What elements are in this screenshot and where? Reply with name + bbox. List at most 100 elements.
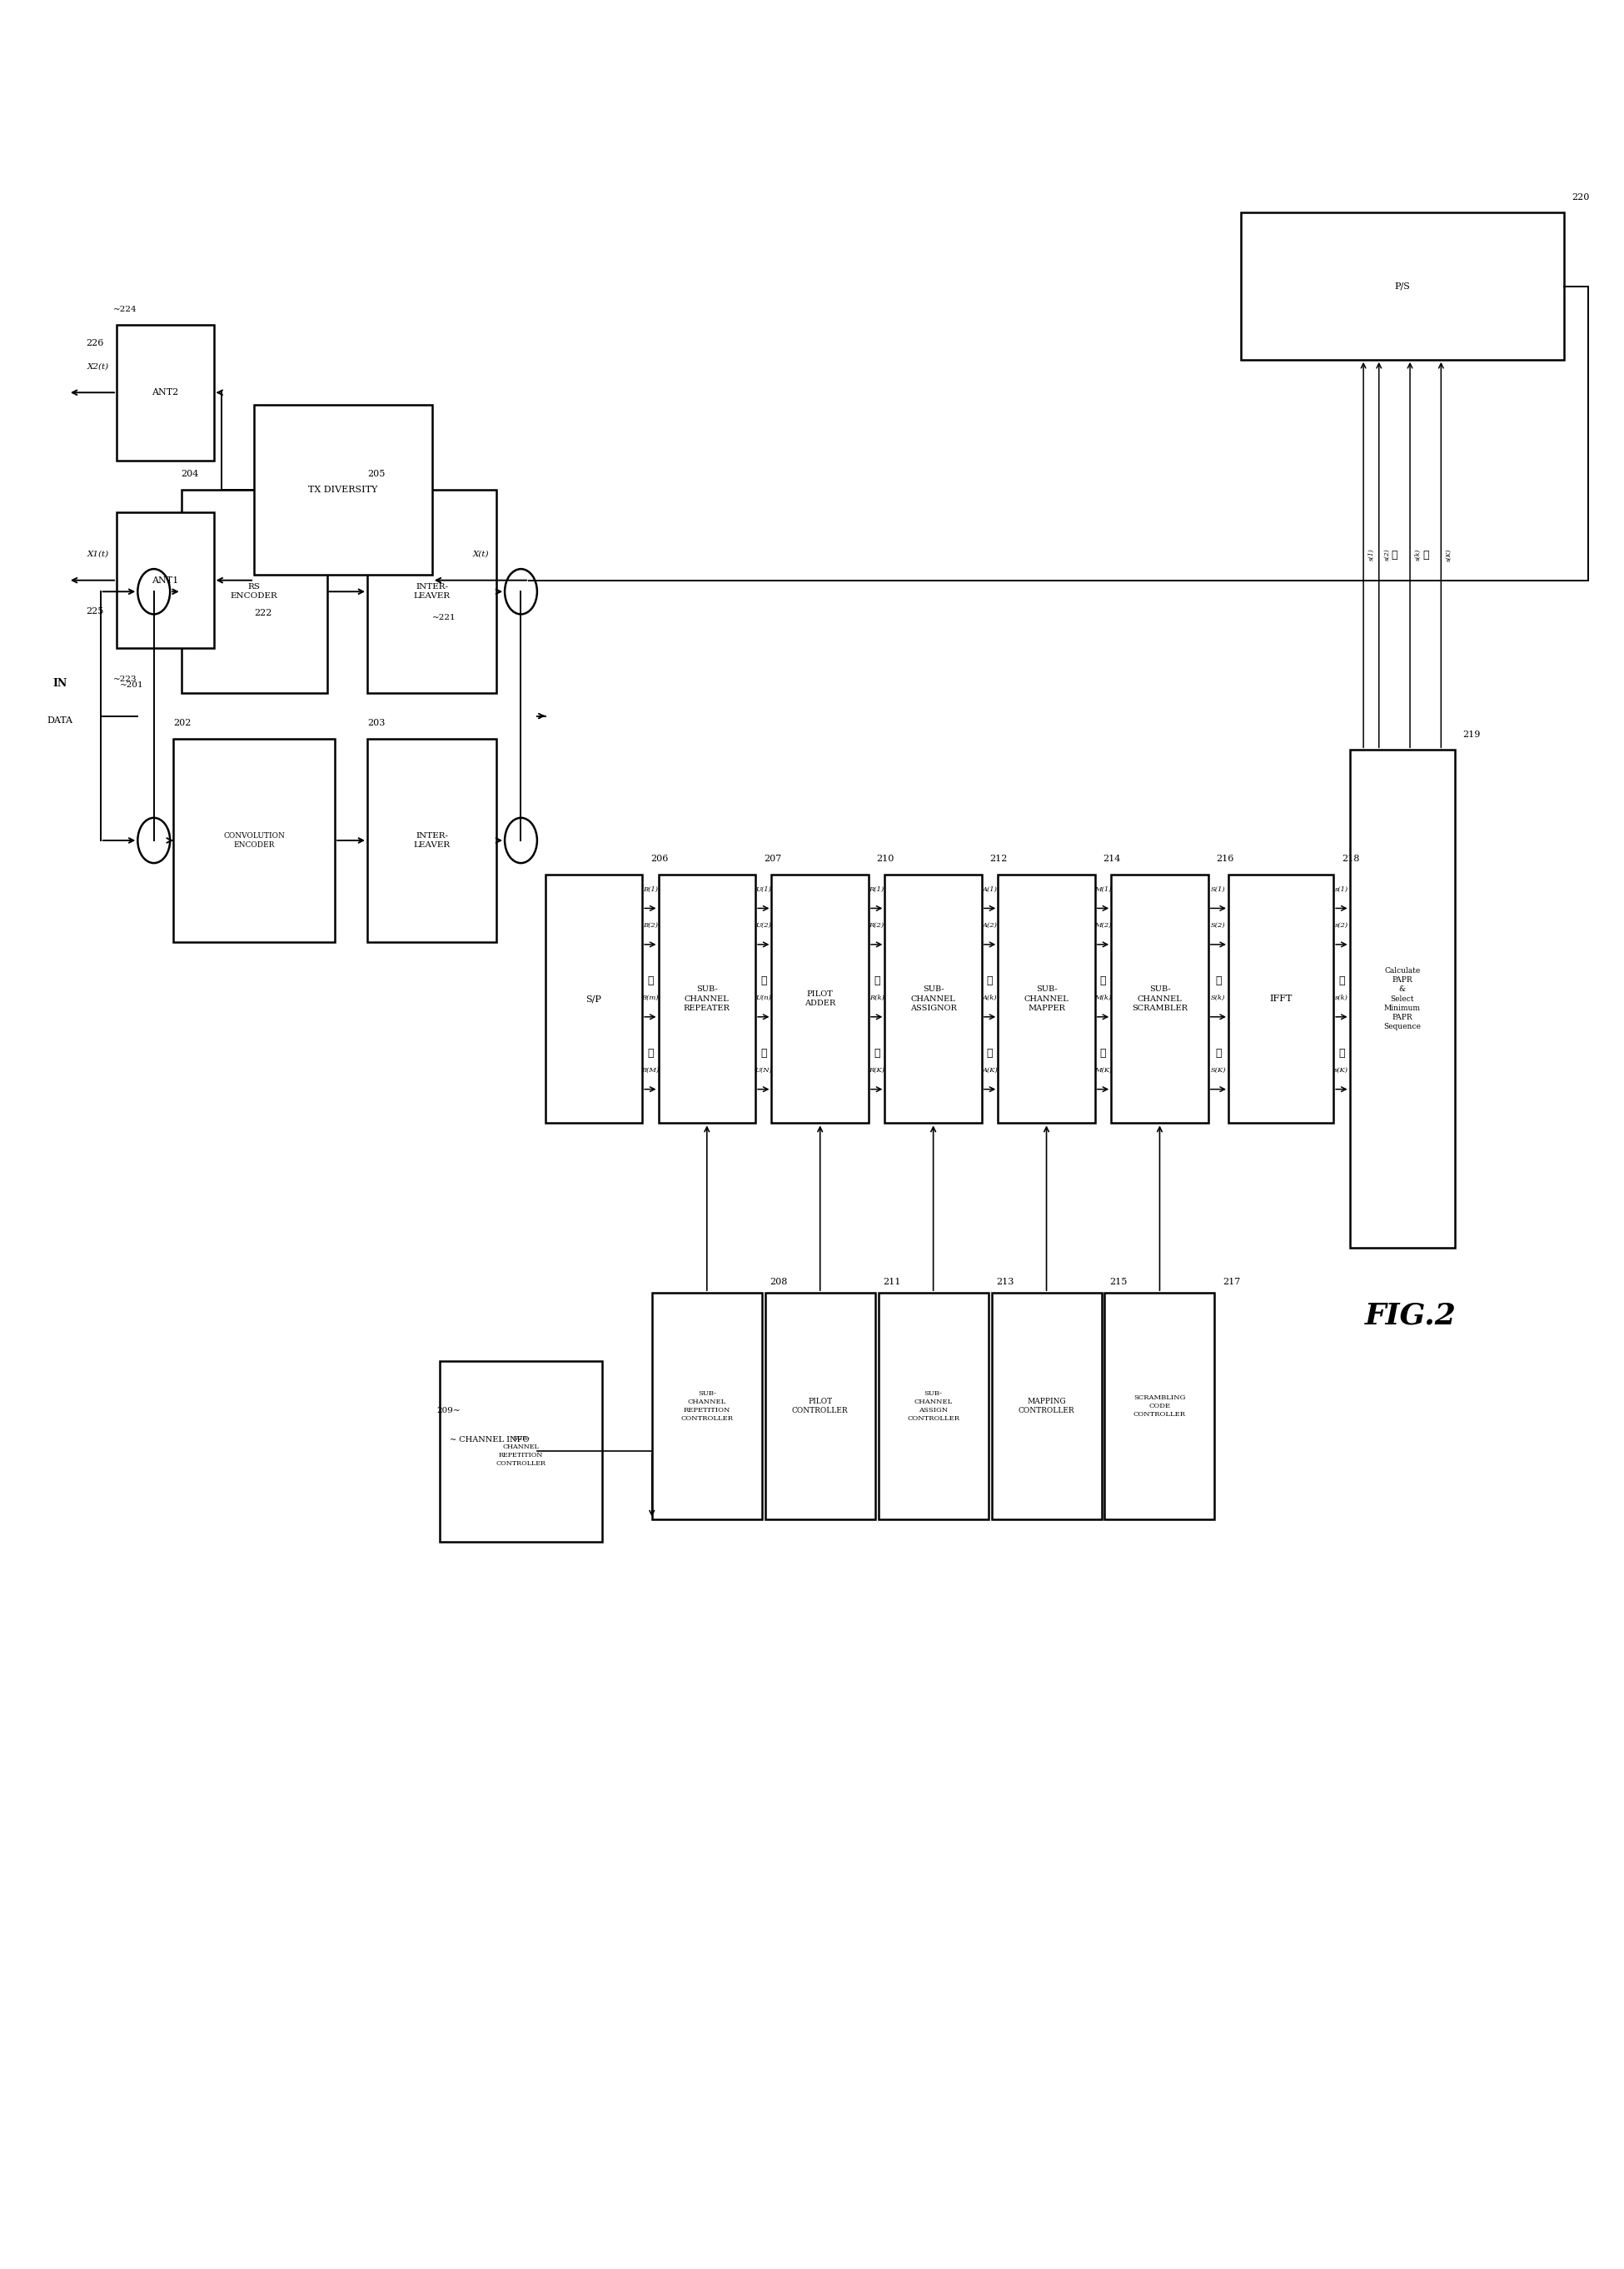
Text: s(2): s(2) <box>1335 921 1348 928</box>
Text: M(1): M(1) <box>1095 885 1111 892</box>
Text: INTER-
LEAVER: INTER- LEAVER <box>414 583 450 599</box>
Text: ⋮: ⋮ <box>1338 1048 1345 1057</box>
Text: ⋮: ⋮ <box>648 976 653 987</box>
Text: 203: 203 <box>367 719 385 728</box>
Bar <box>1228 874 1333 1123</box>
Text: ⋮: ⋮ <box>1423 549 1429 560</box>
Text: ⋮: ⋮ <box>1215 1048 1221 1057</box>
Bar <box>885 874 983 1123</box>
Text: R(2): R(2) <box>869 921 883 928</box>
Text: S(K): S(K) <box>1210 1066 1226 1073</box>
Text: s(1): s(1) <box>1369 549 1376 560</box>
Text: A(2): A(2) <box>983 921 997 928</box>
Text: B(2): B(2) <box>643 921 658 928</box>
Text: U(n): U(n) <box>755 994 771 1001</box>
Text: MAPPING
CONTROLLER: MAPPING CONTROLLER <box>1018 1398 1075 1414</box>
Text: 211: 211 <box>883 1277 901 1287</box>
Text: 219: 219 <box>1463 731 1481 740</box>
Text: 210: 210 <box>877 855 895 862</box>
Text: 206: 206 <box>650 855 667 862</box>
Text: R(k): R(k) <box>869 994 883 1001</box>
Text: SUB-
CHANNEL
SCRAMBLER: SUB- CHANNEL SCRAMBLER <box>1132 985 1187 1012</box>
Text: ANT2: ANT2 <box>151 388 179 397</box>
Text: ⋮: ⋮ <box>1392 549 1398 560</box>
Text: 220: 220 <box>1572 193 1590 202</box>
Bar <box>182 490 326 694</box>
Text: 217: 217 <box>1223 1277 1241 1287</box>
Text: S(1): S(1) <box>1212 885 1226 892</box>
Text: X1(t): X1(t) <box>86 549 109 558</box>
Text: ⋮: ⋮ <box>760 1048 767 1057</box>
Text: A(K): A(K) <box>983 1066 997 1073</box>
Text: FIG.2: FIG.2 <box>1364 1302 1457 1330</box>
Text: U(N): U(N) <box>755 1066 771 1073</box>
Text: ⋮: ⋮ <box>648 1048 653 1057</box>
Text: IN: IN <box>54 678 67 690</box>
Bar <box>1241 213 1564 361</box>
Text: s(2): s(2) <box>1384 549 1390 560</box>
Text: ⋮: ⋮ <box>760 976 767 987</box>
Text: s(K): s(K) <box>1445 549 1452 560</box>
Text: S/P: S/P <box>586 994 601 1003</box>
Text: INTER-
LEAVER: INTER- LEAVER <box>414 833 450 849</box>
Text: 216: 216 <box>1216 855 1234 862</box>
Text: B(M): B(M) <box>641 1066 659 1073</box>
Text: 207: 207 <box>763 855 781 862</box>
Bar <box>765 1293 875 1518</box>
Text: 209~: 209~ <box>437 1407 461 1414</box>
Text: ⋮: ⋮ <box>874 976 880 987</box>
Text: 212: 212 <box>991 855 1007 862</box>
Text: 214: 214 <box>1103 855 1121 862</box>
Bar <box>117 513 214 649</box>
Bar <box>1350 751 1455 1248</box>
Bar <box>1104 1293 1215 1518</box>
Bar <box>1111 874 1208 1123</box>
Text: RS
ENCODER: RS ENCODER <box>231 583 278 599</box>
Text: X(t): X(t) <box>473 549 489 558</box>
Text: SUB-
CHANNEL
ASSIGNOR: SUB- CHANNEL ASSIGNOR <box>909 985 957 1012</box>
Text: SUB-
CHANNEL
REPETITION
CONTROLLER: SUB- CHANNEL REPETITION CONTROLLER <box>680 1391 732 1420</box>
Text: ~201: ~201 <box>120 681 145 690</box>
Text: TX DIVERSITY: TX DIVERSITY <box>309 486 378 495</box>
Text: s(k): s(k) <box>1415 549 1421 560</box>
Text: IFFT: IFFT <box>1270 994 1293 1003</box>
Text: 218: 218 <box>1341 855 1359 862</box>
Bar <box>771 874 869 1123</box>
Text: S(2): S(2) <box>1212 921 1226 928</box>
Bar <box>440 1361 603 1541</box>
Text: 213: 213 <box>997 1277 1013 1287</box>
Text: ⋮: ⋮ <box>987 1048 992 1057</box>
Bar <box>658 874 755 1123</box>
Text: ⋮: ⋮ <box>987 976 992 987</box>
Text: A(1): A(1) <box>983 885 997 892</box>
Bar <box>367 490 497 694</box>
Text: 204: 204 <box>182 470 200 479</box>
Text: s(1): s(1) <box>1335 885 1348 892</box>
Text: ~224: ~224 <box>114 306 138 313</box>
Text: S(k): S(k) <box>1212 994 1226 1001</box>
Text: PILOT
ADDER: PILOT ADDER <box>804 989 836 1007</box>
Text: SUB-
CHANNEL
ASSIGN
CONTROLLER: SUB- CHANNEL ASSIGN CONTROLLER <box>908 1391 960 1420</box>
Text: 225: 225 <box>86 608 104 615</box>
Text: ~221: ~221 <box>432 615 456 622</box>
Text: M(K): M(K) <box>1095 1066 1112 1073</box>
Bar <box>546 874 641 1123</box>
Text: SUB-
CHANNEL
MAPPER: SUB- CHANNEL MAPPER <box>1025 985 1069 1012</box>
Bar <box>174 740 335 942</box>
Bar <box>999 874 1095 1123</box>
Text: ⋮: ⋮ <box>1099 1048 1106 1057</box>
Text: P/S: P/S <box>1395 281 1410 290</box>
Text: B(m): B(m) <box>641 994 659 1001</box>
Text: R(1): R(1) <box>869 885 883 892</box>
Text: CONVOLUTION
ENCODER: CONVOLUTION ENCODER <box>224 833 284 849</box>
Bar <box>253 404 432 574</box>
Text: M(k): M(k) <box>1095 994 1111 1001</box>
Text: s(K): s(K) <box>1335 1066 1348 1073</box>
Bar <box>367 740 497 942</box>
Text: M(2): M(2) <box>1095 921 1111 928</box>
Text: 208: 208 <box>770 1277 788 1287</box>
Text: 202: 202 <box>174 719 192 728</box>
Text: 215: 215 <box>1109 1277 1127 1287</box>
Text: U(2): U(2) <box>755 921 771 928</box>
Text: ⋮: ⋮ <box>1338 976 1345 987</box>
